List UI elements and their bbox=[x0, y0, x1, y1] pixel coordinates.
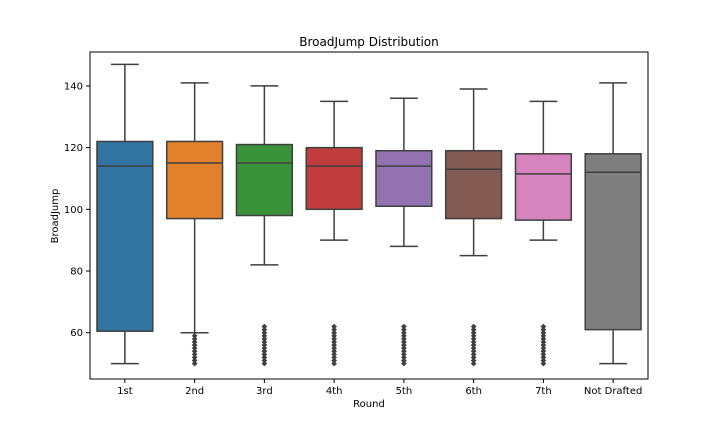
box-group-4 bbox=[305, 100, 363, 367]
y-tick-label: 140 bbox=[64, 81, 83, 92]
x-tick-label: 7th bbox=[535, 386, 552, 397]
box-iqr bbox=[444, 149, 503, 220]
outlier-marker bbox=[261, 360, 268, 367]
outlier-marker bbox=[331, 360, 338, 367]
box-group-6 bbox=[444, 88, 503, 367]
box-group-1 bbox=[96, 63, 154, 365]
box-group-2 bbox=[165, 82, 224, 367]
plot-area bbox=[96, 63, 642, 367]
y-tick-label: 120 bbox=[64, 143, 83, 154]
y-axis-label: BroadJump bbox=[50, 189, 61, 244]
outlier-marker bbox=[540, 360, 547, 367]
box-iqr bbox=[584, 153, 642, 331]
box-iqr bbox=[375, 149, 433, 207]
x-tick-label: 3rd bbox=[256, 386, 273, 397]
box-iqr bbox=[514, 153, 573, 221]
box-iqr bbox=[165, 140, 224, 220]
box-iqr bbox=[305, 146, 363, 211]
box-iqr bbox=[96, 140, 154, 332]
x-axis-label: Round bbox=[353, 399, 385, 410]
x-tick-label: 5th bbox=[396, 386, 413, 397]
outlier-marker bbox=[400, 360, 407, 367]
outlier-marker bbox=[191, 360, 198, 367]
box-group-5 bbox=[375, 97, 433, 367]
plot-frame bbox=[89, 51, 649, 380]
box-group-7 bbox=[514, 100, 573, 367]
chart-title: BroadJump Distribution bbox=[299, 35, 439, 49]
y-tick-label: 80 bbox=[70, 267, 83, 278]
x-tick-label: 1st bbox=[117, 386, 133, 397]
x-tick-label: 6th bbox=[465, 386, 482, 397]
x-tick-label: 4th bbox=[326, 386, 343, 397]
x-tick-label: 2nd bbox=[185, 386, 204, 397]
box-group-8 bbox=[584, 82, 642, 365]
y-tick-label: 100 bbox=[64, 205, 83, 216]
box-iqr bbox=[235, 143, 294, 217]
outlier-marker bbox=[470, 360, 477, 367]
x-tick-label: Not Drafted bbox=[584, 386, 642, 397]
y-tick-label: 60 bbox=[70, 328, 83, 339]
box-group-3 bbox=[235, 85, 294, 367]
